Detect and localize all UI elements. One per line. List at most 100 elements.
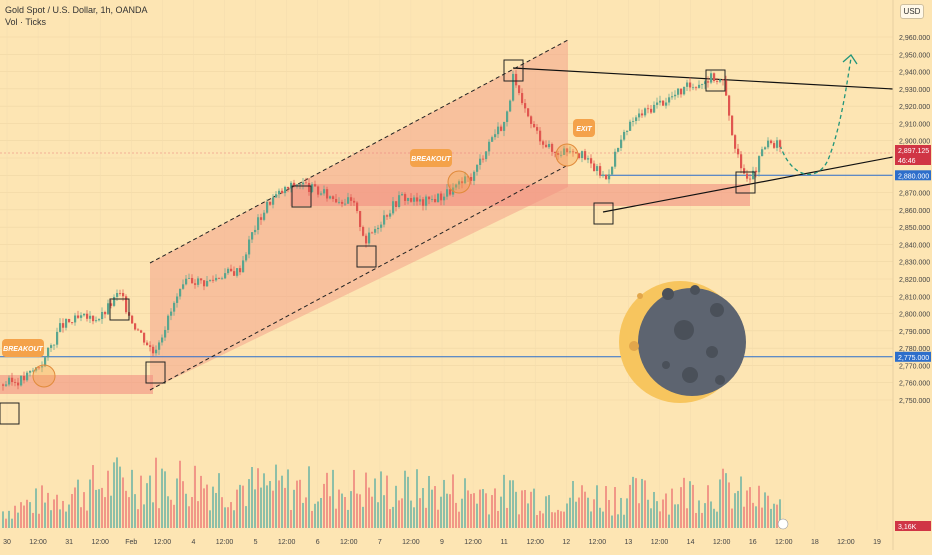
candle — [341, 201, 344, 204]
volume-bar — [38, 513, 40, 528]
candle — [140, 330, 143, 333]
candle — [659, 100, 662, 103]
candle — [323, 189, 326, 194]
candle — [389, 213, 392, 217]
x-tick-label: 12:00 — [837, 539, 855, 546]
candle — [203, 280, 206, 287]
time-axis: 30 12:00 31 12:00 Feb 12:00 4 12:00 5 12:00 6 12:00… — [3, 539, 881, 546]
candle — [2, 384, 5, 386]
candle — [275, 194, 278, 198]
annotation-label: BREAKOUT — [3, 346, 43, 353]
volume-bar — [227, 507, 229, 528]
candle — [437, 193, 440, 203]
annotation-badge — [410, 149, 452, 167]
candle — [398, 195, 401, 207]
candle — [5, 384, 8, 386]
volume-bar — [371, 496, 373, 528]
volume-bar — [716, 511, 718, 528]
moon-crater — [662, 361, 670, 369]
y-tick-label: 2,770.000 — [899, 363, 930, 370]
volume-bar — [770, 508, 772, 528]
candle — [533, 123, 536, 128]
moon-crater — [706, 346, 718, 358]
volume-bar — [743, 506, 745, 528]
candle — [362, 226, 365, 236]
volume-bar — [767, 495, 769, 528]
candle — [266, 201, 269, 213]
candle — [419, 199, 422, 202]
candle — [209, 279, 212, 281]
volume-bar — [176, 478, 178, 528]
x-tick-label: 12:00 — [340, 539, 358, 546]
volume-bar — [383, 495, 385, 528]
volume-bar — [23, 505, 25, 528]
volume-bar — [263, 473, 265, 528]
x-tick-label: 18 — [811, 539, 819, 546]
volume-bar — [401, 498, 403, 528]
candle — [38, 367, 41, 369]
volume-bar — [518, 514, 520, 528]
breakout-circle — [555, 143, 579, 167]
volume-bar — [311, 510, 313, 528]
candle — [23, 375, 26, 381]
level-badge-2880-label: 2,880.000 — [898, 173, 929, 180]
volume-bar — [170, 499, 172, 528]
volume-bar — [164, 471, 166, 528]
volume-bar — [491, 495, 493, 528]
volume-bar — [431, 489, 433, 528]
volume-bar — [467, 490, 469, 528]
countdown-badge-label: 46:46 — [898, 158, 916, 165]
volume-bar — [461, 498, 463, 528]
candle — [239, 268, 242, 273]
volume-bar — [95, 489, 97, 528]
candle — [731, 115, 734, 136]
candle — [683, 86, 686, 95]
candle — [500, 126, 503, 131]
volume-bar — [131, 469, 133, 528]
candle — [536, 127, 539, 131]
candle — [707, 81, 710, 83]
volume-bar — [2, 511, 4, 528]
candle — [473, 171, 476, 181]
candle — [242, 260, 245, 273]
candle — [206, 280, 209, 287]
candle — [68, 319, 71, 323]
moon-crater — [662, 288, 674, 300]
candle — [233, 271, 236, 276]
volume-bar — [323, 483, 325, 528]
candle — [713, 73, 716, 81]
volume-bar — [329, 496, 331, 528]
volume-bar — [32, 512, 34, 528]
volume-bar — [341, 493, 343, 528]
candle — [377, 227, 380, 230]
x-tick-label: 12:00 — [154, 539, 172, 546]
volume-bar — [113, 462, 115, 528]
currency-button[interactable]: USD — [900, 4, 924, 19]
candle — [332, 196, 335, 199]
volume-bar — [389, 509, 391, 528]
x-tick-label: 4 — [191, 539, 195, 546]
moon-crater — [715, 375, 725, 385]
x-tick-label: 12:00 — [589, 539, 607, 546]
volume-bar — [191, 497, 193, 528]
candle — [248, 239, 251, 255]
x-tick-label: 12:00 — [464, 539, 482, 546]
candle — [50, 345, 53, 348]
candle — [272, 197, 275, 205]
candle — [725, 80, 728, 96]
volume-bar — [755, 506, 757, 528]
candle — [260, 217, 263, 220]
volume-bar — [41, 485, 43, 528]
candle — [701, 84, 704, 85]
candle — [224, 273, 227, 279]
candle — [458, 181, 461, 185]
volume-bar — [416, 469, 418, 528]
candle — [440, 193, 443, 201]
marker-boxes — [0, 59, 756, 425]
triangle-upper — [512, 67, 894, 90]
volume-bar — [308, 466, 310, 528]
flash-icon — [777, 518, 789, 530]
candle — [383, 215, 386, 225]
